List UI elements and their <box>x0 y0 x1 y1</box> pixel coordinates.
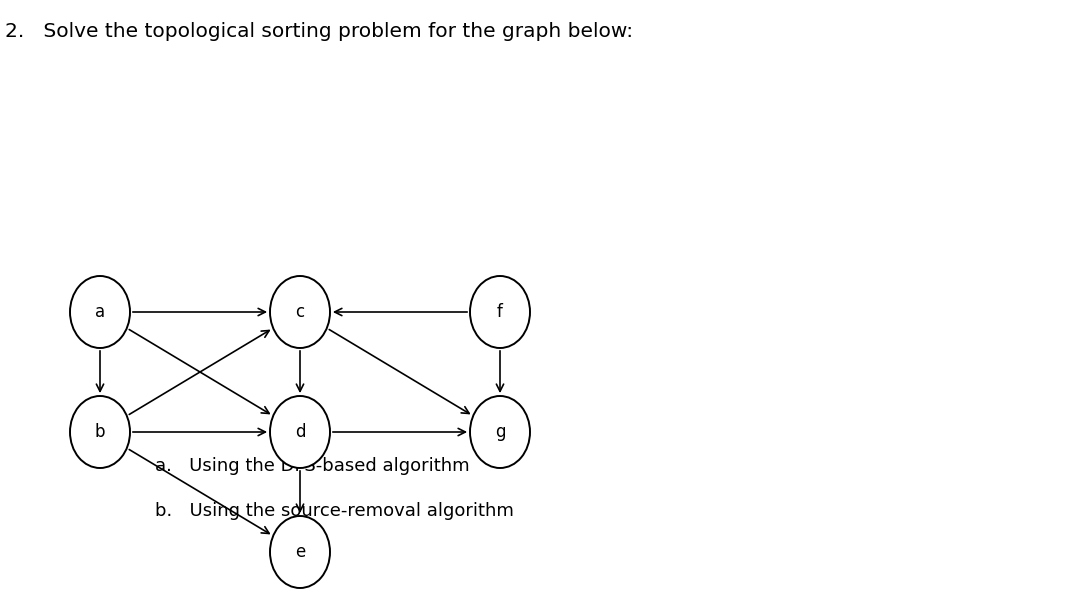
Text: a.   Using the DFS-based algorithm: a. Using the DFS-based algorithm <box>156 457 470 475</box>
Ellipse shape <box>270 396 330 468</box>
Text: f: f <box>497 303 503 321</box>
Text: c: c <box>296 303 305 321</box>
Text: a: a <box>95 303 105 321</box>
Ellipse shape <box>270 276 330 348</box>
Ellipse shape <box>70 396 130 468</box>
Text: g: g <box>495 423 505 441</box>
Text: d: d <box>295 423 306 441</box>
Text: 2.   Solve the topological sorting problem for the graph below:: 2. Solve the topological sorting problem… <box>5 22 633 41</box>
Ellipse shape <box>270 516 330 588</box>
Text: b: b <box>95 423 105 441</box>
Ellipse shape <box>70 276 130 348</box>
Ellipse shape <box>470 276 530 348</box>
Text: e: e <box>295 543 306 561</box>
Text: b.   Using the source-removal algorithm: b. Using the source-removal algorithm <box>156 502 514 520</box>
Ellipse shape <box>470 396 530 468</box>
